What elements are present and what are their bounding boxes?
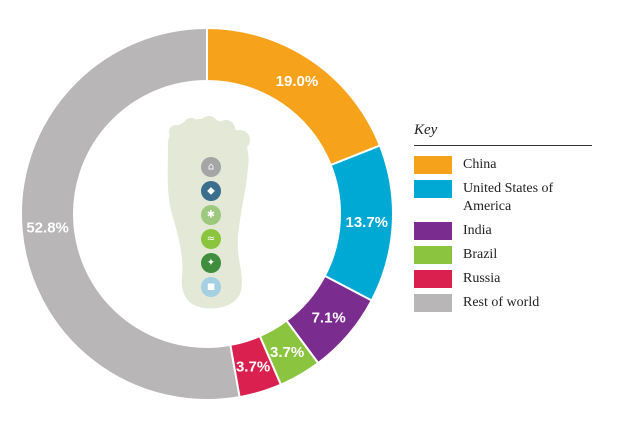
legend-item-russia: Russia [414, 270, 592, 288]
legend-label-china: China [463, 157, 497, 172]
slice-label-china: 19.0% [276, 73, 319, 90]
legend-label-india: India [463, 223, 492, 238]
legend-label-rest-of-world: Rest of world [463, 295, 540, 310]
legend-item-china: China [414, 156, 592, 174]
legend-item-usa: United States of America [414, 180, 592, 216]
legend-swatch-rest-of-world [414, 294, 452, 312]
svg-text:≈: ≈ [207, 234, 215, 245]
svg-text:✱: ✱ [207, 210, 215, 221]
leaf-icon: ✦ [201, 253, 221, 273]
donut-slices [20, 26, 394, 401]
slice-rest-of-world [20, 26, 241, 401]
legend-label-brazil: Brazil [463, 247, 498, 262]
toe-4 [217, 120, 235, 138]
legend-item-brazil: Brazil [414, 246, 592, 264]
legend-swatch-usa [414, 180, 452, 198]
svg-text:◼: ◼ [207, 282, 215, 293]
toe-1 [169, 125, 183, 139]
slice-label-rest-of-world: 52.8% [26, 220, 69, 237]
toe-2 [183, 118, 199, 134]
house-icon: ⌂ [201, 157, 221, 177]
legend-item-india: India [414, 222, 592, 240]
cow-icon: ◆ [201, 181, 221, 201]
crops-icon: ✱ [201, 205, 221, 225]
legend-swatch-china [414, 156, 452, 174]
legend-swatch-russia [414, 270, 452, 288]
legend-swatch-brazil [414, 246, 452, 264]
toes [169, 116, 250, 150]
legend-label-russia: Russia [463, 271, 501, 286]
chart-legend: Key China United States of America India… [414, 122, 592, 318]
svg-text:⌂: ⌂ [208, 162, 214, 173]
footprint-icon: ⌂ ◆ ✱ ≈ ✦ ◼ [167, 116, 250, 309]
legend-title: Key [414, 122, 592, 146]
donut-slice-labels: 19.0% 13.7% 7.1% 3.7%3.7% 52.8% [26, 73, 388, 376]
slice-label-india: 7.1% [312, 309, 346, 326]
svg-text:◆: ◆ [207, 186, 215, 197]
footprint-icons: ⌂ ◆ ✱ ≈ ✦ ◼ [201, 157, 221, 297]
toe-3 [200, 116, 218, 134]
legend-label-usa: United States of America [463, 181, 554, 214]
legend-item-rest-of-world: Rest of world [414, 294, 592, 312]
slice-label-russia: 3.7% [236, 359, 270, 376]
toe-5 [230, 130, 250, 150]
sea-icon: ◼ [201, 277, 221, 297]
fish-icon: ≈ [201, 229, 221, 249]
slice-label-usa: 13.7% [345, 214, 388, 231]
legend-swatch-india [414, 222, 452, 240]
svg-text:✦: ✦ [207, 258, 215, 269]
slice-label-brazil: 3.7% [270, 344, 304, 361]
